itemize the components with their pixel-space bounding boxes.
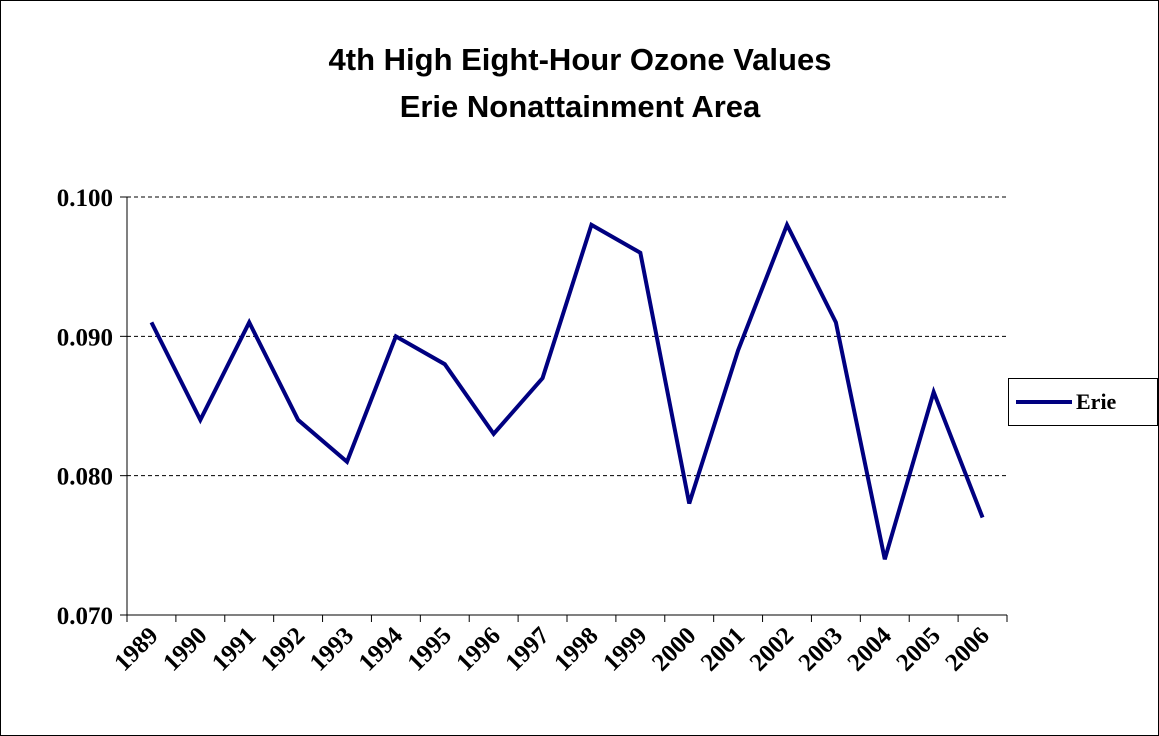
data-line xyxy=(149,219,985,560)
chart-title: 4th High Eight-Hour Ozone Values xyxy=(329,42,832,77)
y-tick-label: 0.100 xyxy=(57,185,113,212)
chart-subtitle: Erie Nonattainment Area xyxy=(400,89,761,124)
y-tick-label: 0.090 xyxy=(57,324,113,351)
y-tick-label: 0.070 xyxy=(57,603,113,630)
legend-label: Erie xyxy=(1076,389,1117,414)
y-tick-label: 0.080 xyxy=(57,464,113,491)
